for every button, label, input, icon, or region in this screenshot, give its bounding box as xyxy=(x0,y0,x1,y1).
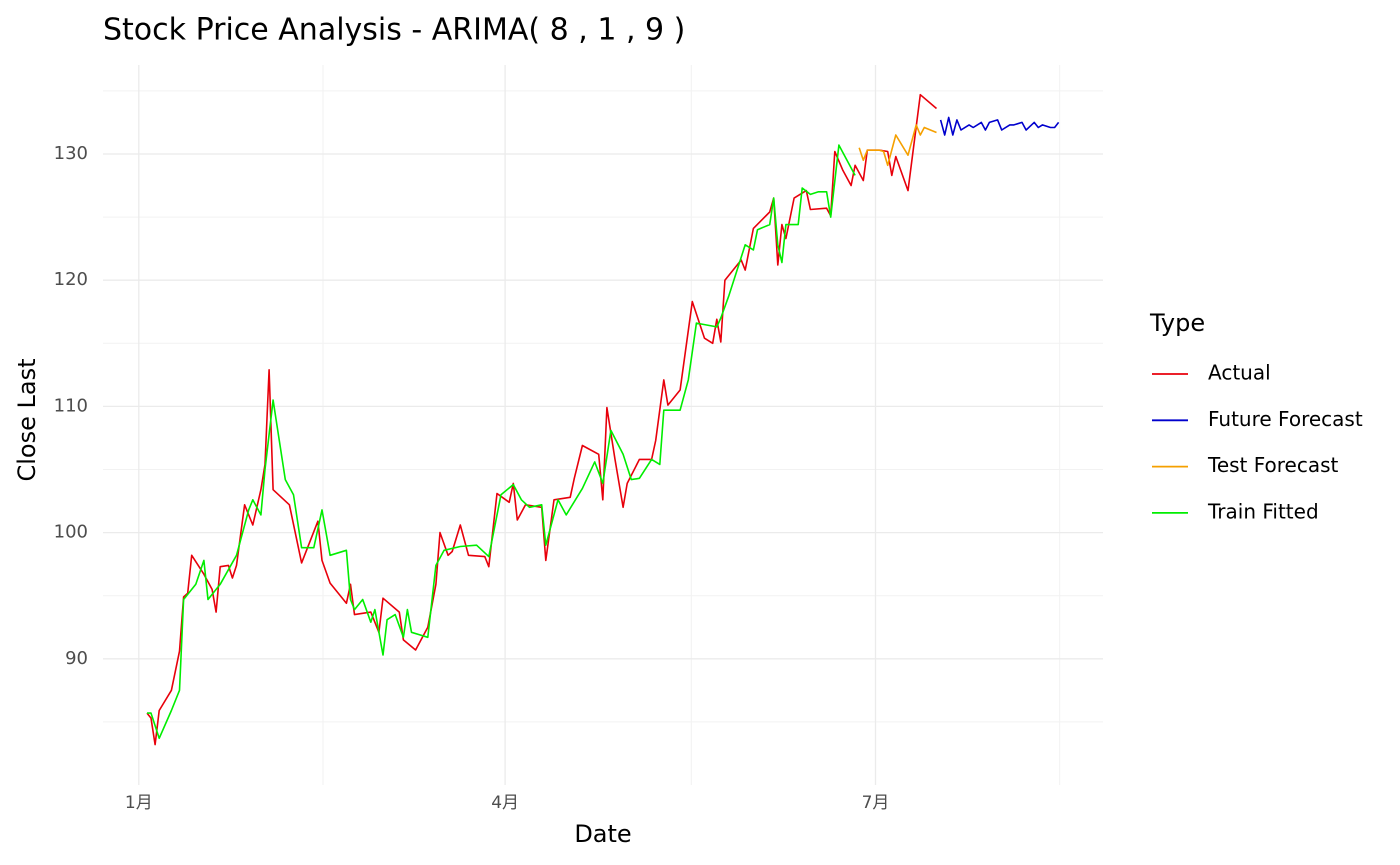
y-tick-label: 90 xyxy=(65,648,88,669)
chart-title: Stock Price Analysis - ARIMA( 8 , 1 , 9 … xyxy=(103,13,685,48)
x-tick-label: 4月 xyxy=(491,793,519,813)
legend-title: Type xyxy=(1149,309,1205,337)
x-tick-label: 1月 xyxy=(125,793,153,813)
y-tick-label: 110 xyxy=(54,395,88,416)
series-line xyxy=(147,144,856,740)
y-axis-label: Close Last xyxy=(13,359,41,482)
grid xyxy=(103,65,1103,785)
series-line xyxy=(939,116,1060,136)
legend-label: Actual xyxy=(1208,361,1271,385)
legend-label: Test Forecast xyxy=(1207,453,1339,477)
legend-label: Train Fitted xyxy=(1207,499,1319,523)
y-tick-label: 100 xyxy=(54,522,88,543)
x-axis-label: Date xyxy=(574,820,631,848)
x-tick-label: 7月 xyxy=(862,793,890,813)
y-tick-label: 120 xyxy=(54,269,88,290)
legend-label: Future Forecast xyxy=(1208,407,1363,431)
series-line xyxy=(858,124,937,167)
y-tick-label: 130 xyxy=(54,143,88,164)
